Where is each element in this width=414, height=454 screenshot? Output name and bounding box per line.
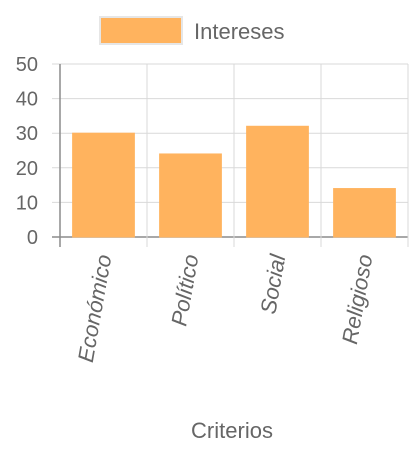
x-tick-label: Económico	[73, 253, 117, 365]
y-tick-label: 40	[16, 89, 38, 111]
y-tick-label: 20	[16, 158, 38, 180]
x-tick-label: Social	[255, 251, 290, 315]
bars	[72, 125, 396, 238]
bar[interactable]	[159, 153, 222, 238]
y-axis-ticks: 0 10 20 30 40 50	[16, 54, 38, 249]
x-axis-ticks: Económico Político Social Religioso	[73, 251, 378, 364]
y-tick-label: 50	[16, 54, 38, 76]
legend[interactable]: Intereses	[99, 16, 285, 45]
x-axis-title: Criterios	[191, 418, 273, 443]
legend-swatch	[99, 16, 183, 45]
y-tick-label: 10	[16, 192, 38, 214]
bar[interactable]	[246, 125, 309, 238]
bar[interactable]	[333, 188, 396, 238]
y-tick-label: 0	[27, 227, 38, 249]
legend-label: Intereses	[194, 19, 285, 44]
bar[interactable]	[72, 132, 135, 238]
y-tick-label: 30	[16, 123, 38, 145]
x-tick-label: Político	[166, 253, 203, 328]
x-tick-label: Religioso	[337, 253, 377, 346]
